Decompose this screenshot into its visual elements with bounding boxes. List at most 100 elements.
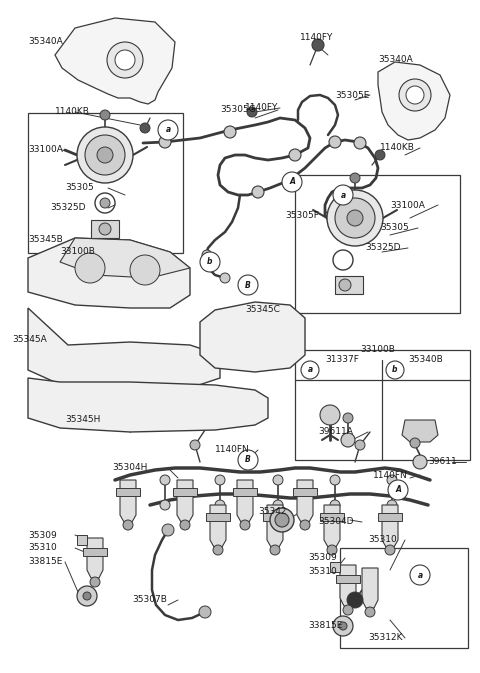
Circle shape	[410, 565, 430, 585]
Circle shape	[90, 577, 100, 587]
Bar	[335, 276, 363, 294]
Text: 35340A: 35340A	[378, 55, 413, 65]
Polygon shape	[330, 562, 340, 572]
Circle shape	[386, 361, 404, 379]
Text: a: a	[340, 190, 346, 199]
Text: B: B	[245, 281, 251, 289]
Circle shape	[220, 273, 230, 283]
Polygon shape	[362, 568, 378, 608]
Text: 35345H: 35345H	[65, 415, 100, 425]
Polygon shape	[267, 505, 283, 547]
Bar	[295, 350, 470, 460]
Polygon shape	[237, 480, 253, 522]
Circle shape	[343, 413, 353, 423]
Text: 1140KB: 1140KB	[380, 143, 415, 153]
Text: A: A	[289, 178, 295, 186]
Circle shape	[406, 86, 424, 104]
Circle shape	[162, 524, 174, 536]
Polygon shape	[378, 62, 450, 140]
Circle shape	[330, 475, 340, 485]
Polygon shape	[340, 565, 356, 606]
Text: 35345A: 35345A	[12, 336, 47, 345]
Circle shape	[100, 198, 110, 208]
Polygon shape	[320, 513, 344, 521]
Circle shape	[273, 500, 283, 510]
Circle shape	[329, 136, 341, 148]
Circle shape	[320, 405, 340, 425]
Text: 39611: 39611	[428, 458, 457, 466]
Circle shape	[354, 137, 366, 149]
Circle shape	[387, 500, 397, 510]
Polygon shape	[324, 505, 340, 547]
Circle shape	[333, 616, 353, 636]
Circle shape	[347, 210, 363, 226]
Circle shape	[339, 279, 351, 291]
Polygon shape	[28, 308, 220, 392]
Polygon shape	[28, 378, 268, 432]
Text: 1140FY: 1140FY	[300, 34, 334, 42]
Circle shape	[355, 440, 365, 450]
Polygon shape	[378, 513, 402, 521]
Circle shape	[273, 475, 283, 485]
Text: 35304H: 35304H	[112, 464, 147, 472]
Polygon shape	[293, 488, 317, 496]
Circle shape	[312, 39, 324, 51]
Polygon shape	[87, 538, 103, 578]
Text: 35305F: 35305F	[285, 211, 319, 219]
Text: 35310: 35310	[308, 567, 337, 577]
Text: 1140KB: 1140KB	[55, 108, 90, 116]
Circle shape	[282, 172, 302, 192]
Text: 39611A: 39611A	[318, 427, 353, 437]
Text: 35312K: 35312K	[368, 633, 403, 643]
Polygon shape	[200, 302, 305, 372]
Text: a: a	[166, 125, 170, 135]
Polygon shape	[210, 505, 226, 547]
Circle shape	[238, 450, 258, 470]
Circle shape	[339, 622, 347, 630]
Text: b: b	[207, 258, 213, 267]
Circle shape	[123, 520, 133, 530]
Circle shape	[75, 253, 105, 283]
Text: 35342: 35342	[258, 507, 287, 516]
Circle shape	[410, 438, 420, 448]
Text: 33815E: 33815E	[308, 621, 342, 629]
Circle shape	[330, 500, 340, 510]
Bar	[295, 175, 460, 313]
Polygon shape	[206, 513, 230, 521]
Circle shape	[83, 592, 91, 600]
Circle shape	[199, 606, 211, 618]
Circle shape	[289, 149, 301, 161]
Polygon shape	[77, 535, 87, 545]
Circle shape	[107, 42, 143, 78]
Text: 33100B: 33100B	[360, 345, 395, 355]
Circle shape	[97, 147, 113, 163]
Circle shape	[365, 607, 375, 617]
Circle shape	[341, 433, 355, 447]
Polygon shape	[336, 575, 360, 583]
Circle shape	[388, 480, 408, 500]
Text: 35309: 35309	[28, 530, 57, 540]
Circle shape	[215, 500, 225, 510]
Text: 33100A: 33100A	[390, 201, 425, 209]
Text: 35307B: 35307B	[132, 596, 167, 604]
Circle shape	[387, 475, 397, 485]
Circle shape	[327, 190, 383, 246]
Text: 33815E: 33815E	[28, 557, 62, 567]
Text: 33100B: 33100B	[60, 248, 95, 256]
Circle shape	[247, 107, 257, 117]
Polygon shape	[177, 480, 193, 522]
Text: 35304D: 35304D	[318, 518, 353, 526]
Polygon shape	[297, 480, 313, 522]
Circle shape	[160, 475, 170, 485]
Text: B: B	[245, 456, 251, 464]
Circle shape	[347, 592, 363, 608]
Polygon shape	[83, 548, 107, 556]
Text: 35305E: 35305E	[335, 90, 370, 100]
Polygon shape	[263, 513, 287, 521]
Circle shape	[270, 545, 280, 555]
Text: a: a	[418, 571, 422, 579]
Text: 1140FN: 1140FN	[215, 446, 250, 454]
Circle shape	[140, 123, 150, 133]
Text: 35309: 35309	[308, 553, 337, 563]
Text: 31337F: 31337F	[325, 355, 359, 365]
